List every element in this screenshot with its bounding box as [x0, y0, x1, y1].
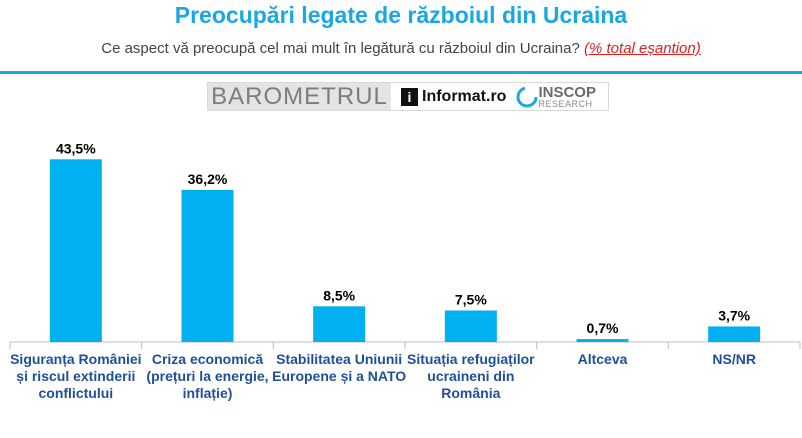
informat-logo: i Informat.ro [401, 87, 507, 106]
logo-strip: BAROMETRUL i Informat.ro INSCOP RESEARCH [207, 82, 609, 111]
barometrul-logo: BAROMETRUL [208, 83, 391, 110]
bar [444, 310, 497, 342]
bar [708, 326, 761, 342]
bar [576, 339, 629, 342]
category-label: Situația refugiaților ucraineni din Româ… [407, 351, 535, 401]
chart-subtitle: Ce aspect vă preocupă cel mai mult în le… [0, 40, 802, 57]
inscop-swirl-icon [516, 86, 538, 107]
category-label: NS/NR [712, 351, 756, 367]
bar [313, 306, 366, 342]
bar [181, 189, 234, 342]
inscop-logo-sub: RESEARCH [538, 98, 593, 109]
bar-value-label: 8,5% [323, 287, 355, 303]
info-i-icon: i [401, 87, 418, 106]
category-label: Altceva [577, 351, 628, 367]
inscop-logo-name: INSCOP [538, 83, 596, 101]
bar-value-label: 36,2% [188, 171, 228, 187]
inscop-logo: INSCOP RESEARCH [516, 85, 596, 109]
subtitle-question: Ce aspect vă preocupă cel mai mult în le… [101, 40, 580, 57]
header-divider [0, 71, 802, 74]
category-label: Stabilitatea Uniunii Europene și a NATO [272, 351, 407, 384]
bar [49, 159, 102, 342]
informat-logo-text: Informat.ro [422, 87, 507, 105]
bar-value-label: 3,7% [718, 307, 750, 323]
bar-value-label: 0,7% [587, 320, 619, 336]
chart-title: Preocupări legate de războiul din Ucrain… [174, 2, 628, 28]
subtitle-sample-note: (% total eșantion) [584, 40, 701, 57]
bar-value-label: 7,5% [455, 292, 487, 308]
category-label: Criza economică (prețuri la energie, inf… [146, 351, 269, 401]
bar-value-label: 43,5% [56, 140, 96, 156]
category-label: Siguranța României și riscul extinderii … [10, 351, 142, 401]
